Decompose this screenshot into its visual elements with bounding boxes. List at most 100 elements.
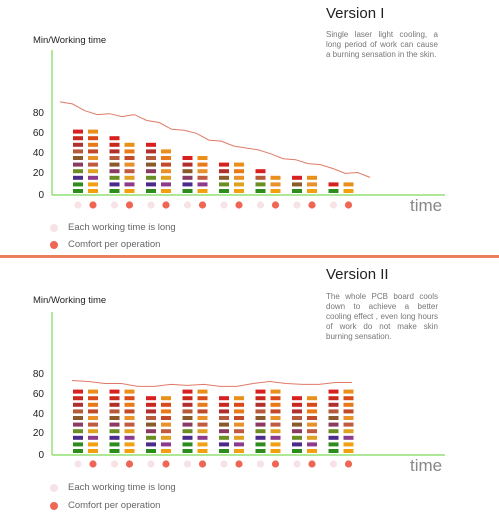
bar-segment: [73, 422, 83, 427]
bar-segment: [109, 156, 120, 160]
bar-segment: [124, 442, 135, 447]
bar-segment: [182, 409, 193, 414]
bar-segment: [182, 422, 193, 427]
bar-segment: [109, 182, 120, 187]
bar-segment: [182, 156, 193, 160]
bar-segment: [307, 175, 317, 180]
dot-working-time: [147, 201, 155, 209]
bar-left: [109, 136, 120, 193]
bar-segment: [146, 416, 156, 420]
bar-segment: [343, 409, 354, 414]
bar-segment: [109, 169, 120, 174]
bar-segment: [124, 175, 135, 180]
dot-comfort: [344, 460, 353, 468]
bar-left: [219, 162, 229, 193]
bar-segment: [146, 182, 156, 187]
bar-segment: [328, 182, 339, 187]
bar-segment: [124, 409, 135, 414]
dot-comfort: [344, 201, 353, 209]
bar-segment: [146, 449, 156, 453]
bar-segment: [73, 389, 83, 394]
bar-segment: [343, 189, 354, 193]
dot-comfort: [198, 201, 207, 209]
bar-segment: [161, 396, 171, 401]
bar-segment: [328, 389, 339, 394]
dot-working-time: [256, 201, 265, 209]
bar-segment: [124, 402, 135, 407]
bar-segment: [197, 416, 208, 420]
bar-segment: [109, 409, 120, 414]
dot-working-time: [183, 201, 192, 209]
bar-right: [161, 149, 171, 193]
bar-segment: [124, 182, 135, 187]
bar-segment: [234, 396, 244, 401]
bar-segment: [343, 442, 354, 447]
dot-comfort: [308, 201, 316, 209]
bar-segment: [255, 422, 266, 427]
y-tick-label: 0: [38, 450, 44, 461]
bar-right: [343, 182, 354, 193]
bar-segment: [270, 389, 281, 394]
bar-segment: [270, 422, 281, 427]
bar-segment: [109, 189, 120, 193]
bar-right: [234, 162, 244, 193]
bar-segment: [197, 162, 208, 167]
bar-segment: [109, 449, 120, 453]
bar-segment: [73, 142, 83, 147]
bar-segment: [219, 189, 229, 193]
bar-segment: [343, 402, 354, 407]
bar-segment: [88, 422, 98, 427]
bar-segment: [73, 429, 83, 434]
bar-segment: [182, 162, 193, 167]
bar-segment: [270, 435, 281, 440]
bar-segment: [328, 435, 339, 440]
bar-segment: [109, 175, 120, 180]
bar-segment: [343, 396, 354, 401]
bar-segment: [109, 442, 120, 447]
bar-segment: [146, 162, 156, 167]
dot-working-time: [293, 201, 301, 209]
bar-segment: [219, 169, 229, 174]
bar-segment: [109, 422, 120, 427]
bar-segment: [161, 409, 171, 414]
bar-segment: [307, 442, 317, 447]
bar-segment: [88, 129, 98, 134]
bar-segment: [270, 429, 281, 434]
bar-segment: [146, 142, 156, 147]
bar-segment: [109, 136, 120, 141]
bar-segment: [73, 396, 83, 401]
bar-segment: [292, 409, 302, 414]
bar-segment: [124, 142, 135, 147]
panel-title: Version II: [326, 266, 389, 283]
bar-segment: [328, 422, 339, 427]
bar-segment: [124, 169, 135, 174]
bar-segment: [197, 189, 208, 193]
bar-segment: [182, 416, 193, 420]
bar-segment: [146, 156, 156, 160]
bar-segment: [343, 435, 354, 440]
bar-segment: [182, 396, 193, 401]
y-axis-label: Min/Working time: [33, 35, 107, 46]
bar-segment: [307, 449, 317, 453]
bar-segment: [219, 435, 229, 440]
bar-segment: [73, 175, 83, 180]
bar-segment: [197, 429, 208, 434]
bar-segment: [182, 402, 193, 407]
bar-segment: [146, 169, 156, 174]
bar-segment: [73, 149, 83, 154]
bar-segment: [343, 182, 354, 187]
dot-working-time: [74, 201, 82, 209]
bar-left: [182, 389, 193, 453]
dot-comfort: [162, 201, 170, 209]
y-tick-label: 40: [32, 409, 44, 420]
bar-segment: [88, 409, 98, 414]
bar-segment: [234, 442, 244, 447]
bar-segment: [161, 162, 171, 167]
bar-segment: [292, 422, 302, 427]
dot-working-time: [147, 460, 155, 468]
bar-segment: [73, 129, 83, 134]
bar-segment: [328, 189, 339, 193]
bar-segment: [307, 435, 317, 440]
bar-segment: [146, 442, 156, 447]
bar-right: [270, 389, 281, 453]
